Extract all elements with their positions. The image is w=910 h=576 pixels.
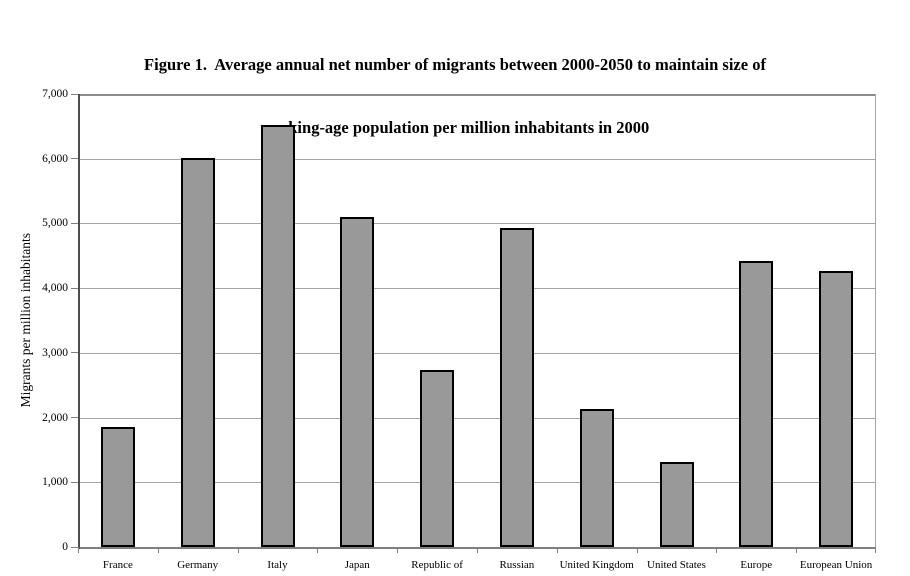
y-axis-title-text: Migrants per million inhabitants	[18, 233, 33, 408]
plot-area: 0 1,000 2,000 3,000 4,000 5,000 6,000 7,000 Fran…	[42, 88, 876, 571]
y-axis-tick-label: 2,000	[42, 411, 68, 424]
grid-line	[78, 352, 876, 354]
x-axis-tick	[477, 547, 478, 553]
bar	[340, 216, 375, 547]
x-axis-category-label: Japan	[344, 559, 370, 571]
grid-line	[78, 158, 876, 160]
y-axis-tick-label: 0	[62, 541, 68, 553]
bar	[819, 271, 854, 547]
x-axis-category-label: European Union	[799, 559, 873, 571]
grid-line	[78, 223, 876, 225]
x-axis-tick	[157, 547, 159, 553]
plot-frame-top	[78, 94, 876, 96]
x-axis-tick	[875, 547, 876, 553]
y-axis-tick	[71, 546, 78, 548]
bar	[579, 409, 614, 547]
chart-title-line-1: Figure 1. Average annual net number of m…	[144, 55, 766, 74]
x-axis-category-label: Russian	[499, 559, 535, 571]
x-axis-tick	[317, 547, 319, 553]
x-axis-category-label: France	[102, 559, 133, 571]
x-axis-tick	[78, 547, 79, 553]
bar	[739, 260, 774, 547]
x-axis-tick	[556, 547, 558, 553]
plot-frame-right	[875, 94, 876, 547]
y-axis-tick	[71, 287, 78, 289]
y-axis-tick	[71, 158, 78, 160]
y-axis-tick-label: 6,000	[42, 152, 68, 165]
y-axis-line	[78, 94, 80, 549]
x-axis-category-label: Republic of	[411, 559, 463, 571]
y-axis-tick-label: 3,000	[42, 346, 68, 359]
x-axis-category-label: Europe	[740, 559, 773, 571]
x-axis-tick	[237, 547, 239, 553]
x-axis-category-label: Italy	[267, 559, 288, 571]
bar	[100, 427, 135, 547]
y-axis-tick	[71, 352, 78, 354]
x-axis-category-label: Germany	[177, 559, 219, 571]
y-axis-tick	[71, 93, 78, 95]
grid-line	[78, 482, 876, 484]
y-axis-tick	[71, 481, 78, 483]
bar	[499, 227, 534, 547]
bar	[420, 369, 455, 547]
y-axis-tick	[71, 417, 78, 419]
bar	[659, 461, 694, 547]
y-axis-tick-label: 5,000	[42, 217, 68, 230]
x-axis-tick	[397, 547, 399, 553]
y-axis-tick-label: 4,000	[42, 282, 68, 295]
bar	[180, 158, 215, 547]
y-axis-tick	[71, 222, 78, 224]
x-axis-category-label: United States	[647, 559, 706, 571]
x-axis-tick	[636, 547, 638, 553]
y-axis-tick-label: 7,000	[42, 88, 68, 100]
grid-line	[78, 417, 876, 419]
bar	[260, 124, 295, 547]
y-axis-tick-label: 1,000	[42, 476, 68, 489]
x-axis-tick	[716, 547, 718, 553]
grid-line	[78, 288, 876, 290]
x-axis-category-label: United Kingdom	[559, 559, 634, 571]
x-axis-tick	[796, 547, 798, 553]
